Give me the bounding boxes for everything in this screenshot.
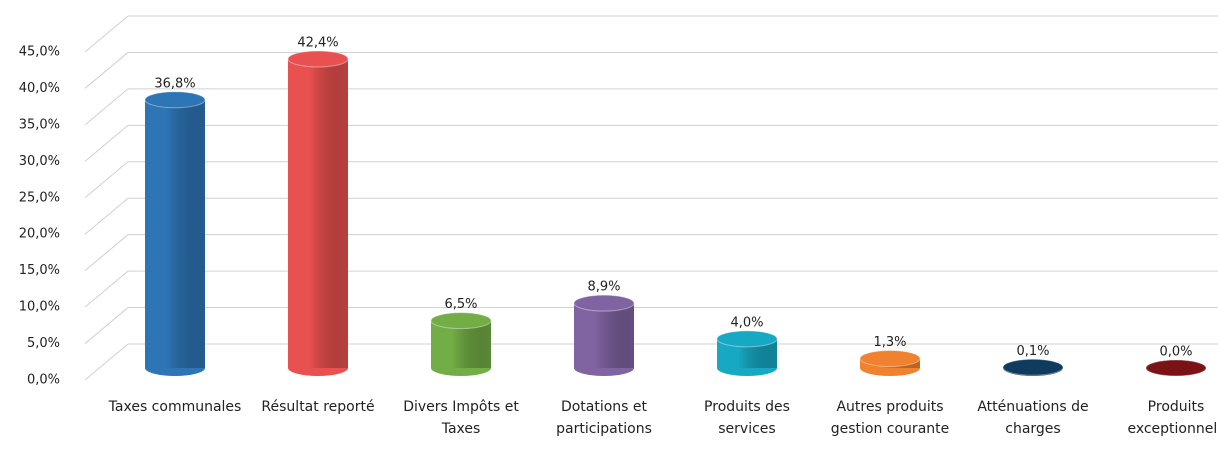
data-label: 36,8% (154, 76, 195, 91)
x-tick-label: Dotations et participations (556, 399, 652, 437)
grid-line-side (84, 52, 129, 89)
grid-line-side (84, 88, 129, 126)
grid-line-side (84, 15, 129, 53)
data-label: 6,5% (444, 297, 477, 312)
grid-line-side (84, 197, 129, 235)
y-tick-label: 35,0% (19, 117, 60, 132)
x-tick-label: Divers Impôts et Taxes (403, 399, 519, 437)
bar-top (287, 50, 349, 68)
y-tick-label: 10,0% (19, 300, 60, 315)
data-label: 0,1% (1016, 344, 1049, 359)
grid-line-side (84, 234, 129, 272)
bar-top (1145, 359, 1207, 377)
bar-shade (288, 58, 348, 368)
y-tick-label: 40,0% (19, 81, 60, 96)
x-tick-label: Produits exceptionnels (1127, 399, 1218, 437)
x-tick-label: Atténuations de charges (977, 399, 1089, 437)
x-tick-label: Produits des services (704, 399, 790, 437)
x-tick-label: Taxes communales (108, 399, 242, 415)
bar-top (430, 312, 492, 330)
y-tick-label: 15,0% (19, 263, 60, 278)
y-tick-label: 5,0% (27, 336, 60, 351)
bar-shade (145, 99, 205, 368)
bar-top (859, 350, 921, 368)
grid-line-side (84, 307, 129, 344)
data-label: 4,0% (730, 315, 763, 330)
bar-top (144, 91, 206, 109)
data-label: 1,3% (873, 335, 906, 350)
x-tick-label: Autres produits gestion courante (830, 399, 950, 437)
data-label: 42,4% (297, 35, 338, 50)
bar-top (573, 294, 635, 312)
y-tick-label: 0,0% (27, 373, 60, 388)
data-label: 0,0% (1159, 345, 1192, 360)
y-tick-label: 25,0% (19, 190, 60, 205)
bar-shade (574, 303, 634, 368)
y-tick-label: 30,0% (19, 154, 60, 169)
y-tick-label: 45,0% (19, 45, 60, 60)
data-label: 8,9% (587, 280, 620, 295)
bar-top (716, 330, 778, 348)
grid-line-side (84, 343, 129, 381)
y-tick-label: 20,0% (19, 227, 60, 242)
grid-line-side (84, 161, 129, 199)
bar-top (1002, 358, 1064, 376)
x-tick-label: Résultat reporté (261, 399, 375, 415)
grid-line-side (84, 124, 129, 162)
grid-line-side (84, 270, 129, 308)
